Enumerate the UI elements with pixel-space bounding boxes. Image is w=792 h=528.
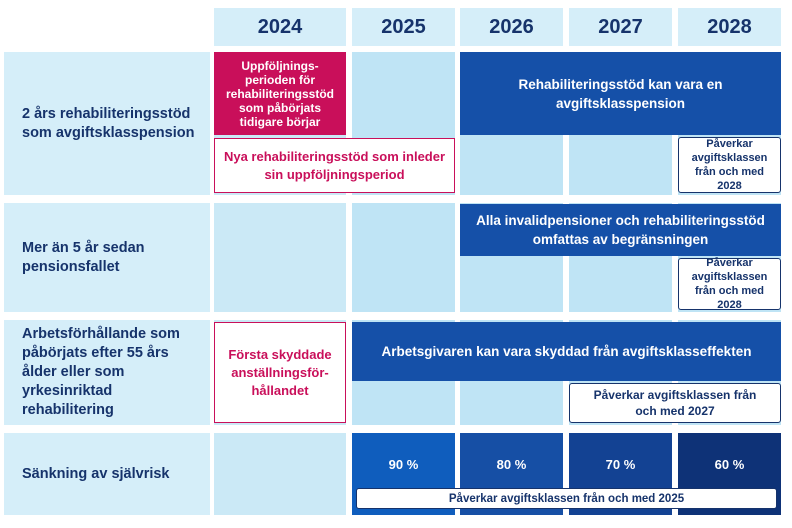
- note: Påverkar avgiftsklassen från och med 202…: [569, 383, 781, 423]
- row-gap: [0, 195, 792, 203]
- box: Uppföljnings-perioden för rehabilitering…: [214, 52, 346, 135]
- year: 2024: [214, 8, 346, 46]
- year: 2028: [678, 8, 781, 46]
- note: Påverkar avgiftsklassen från och med 202…: [678, 137, 781, 193]
- row-gap: [0, 312, 792, 320]
- box: Arbetsgivaren kan vara skyddad från avgi…: [352, 322, 781, 381]
- note: Påverkar avgiftsklassen från och med 202…: [678, 257, 781, 311]
- box: Alla invalidpensioner och rehabilitering…: [460, 204, 781, 256]
- row-label: Sänkning av självrisk: [4, 433, 210, 515]
- year: 2026: [460, 8, 563, 46]
- year: 2027: [569, 8, 672, 46]
- row-label: Arbetsförhållande som påbörjats efter 55…: [4, 320, 210, 425]
- box: Första skyddade anställningsför-hållande…: [214, 322, 346, 423]
- box: Nya rehabiliteringsstöd som inleder sin …: [214, 138, 455, 193]
- row-gap: [0, 425, 792, 433]
- note: Påverkar avgiftsklassen från och med 202…: [356, 488, 777, 509]
- box: Rehabiliteringsstöd kan vara en avgiftsk…: [460, 52, 781, 135]
- row-label: Mer än 5 år sedan pensionsfallet: [4, 203, 210, 312]
- year: 2025: [352, 8, 455, 46]
- row-label: 2 års rehabiliteringsstöd som avgiftskla…: [4, 52, 210, 195]
